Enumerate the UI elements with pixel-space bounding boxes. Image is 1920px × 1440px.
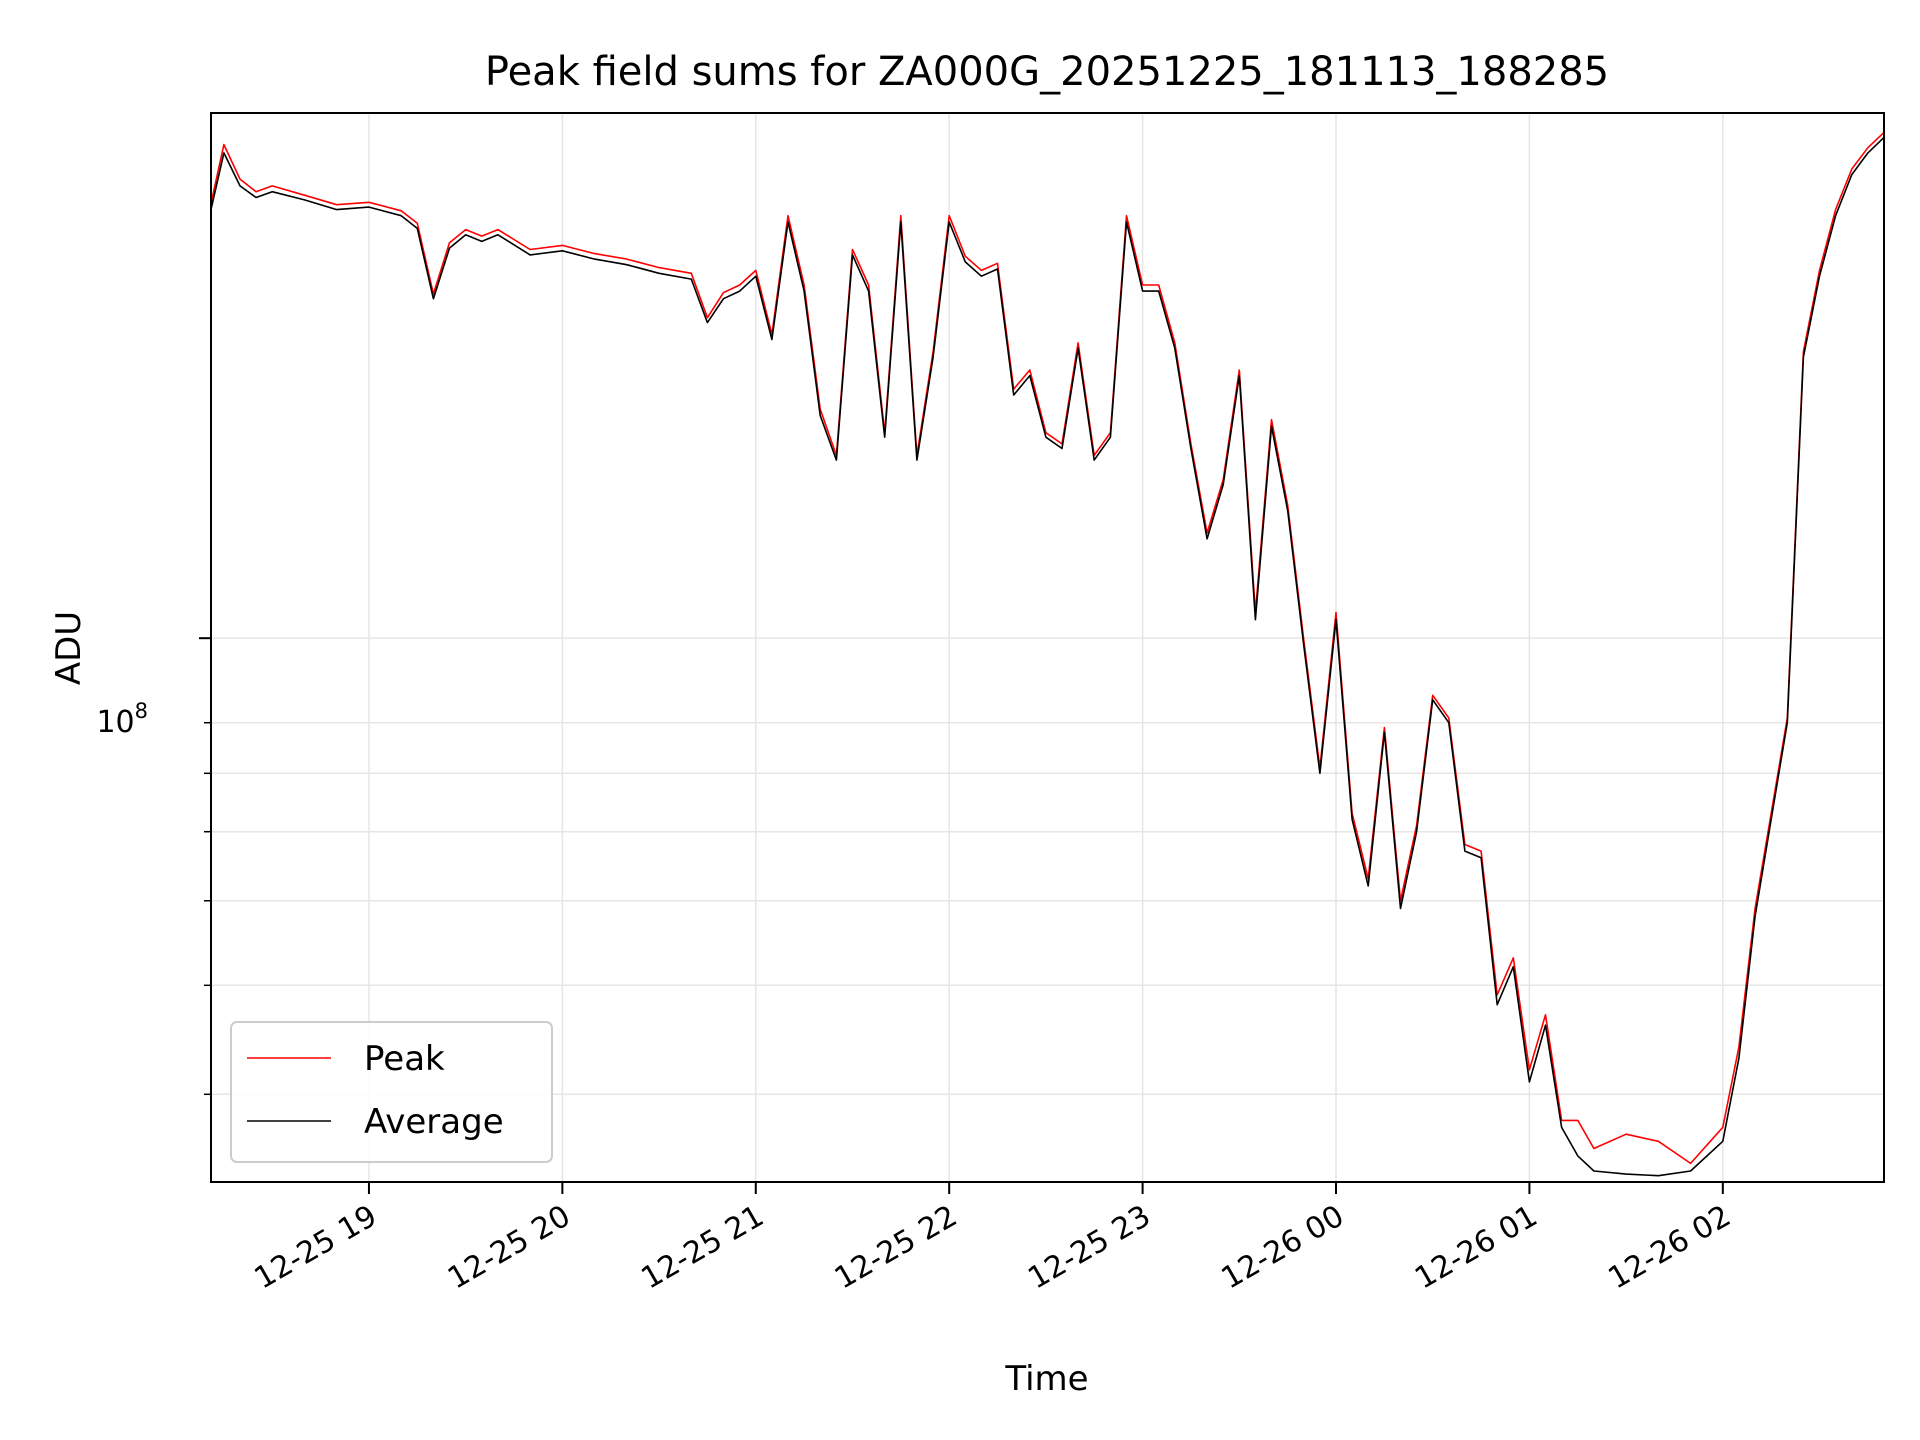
y-axis: 108 (96, 637, 211, 1096)
series-line-peak (210, 131, 1885, 1165)
x-tick-label: 12-25 20 (442, 1199, 576, 1297)
x-tick-label: 12-26 01 (1409, 1199, 1543, 1297)
x-tick-label: 12-25 19 (249, 1199, 383, 1297)
x-axis: 12-25 19 12-25 20 12-25 21 12-25 22 12-25 23… (249, 1182, 1737, 1296)
x-tick-label: 12-26 00 (1216, 1199, 1350, 1297)
x-tick-label: 12-25 22 (829, 1199, 963, 1297)
y-axis-title: ADU (49, 611, 89, 685)
x-tick-label: 12-25 21 (635, 1199, 769, 1297)
chart-title: Peak field sums for ZA000G_20251225_1811… (485, 49, 1609, 95)
y-tick-label-major: 108 (96, 699, 148, 740)
legend: Peak Average (230, 1021, 553, 1163)
y-tick-exponent: 8 (135, 699, 148, 723)
legend-label-peak: Peak (364, 1039, 445, 1079)
series-lines (210, 131, 1885, 1177)
x-tick-label: 12-26 02 (1603, 1199, 1737, 1297)
legend-label-average: Average (364, 1102, 504, 1142)
y-tick-base: 10 (96, 705, 134, 740)
legend-box (230, 1021, 553, 1163)
series-line-average (210, 136, 1885, 1177)
plot-frame (210, 112, 1885, 1183)
grid-lines (211, 113, 1884, 1182)
x-tick-label: 12-25 23 (1022, 1199, 1156, 1297)
x-axis-title: Time (1004, 1359, 1088, 1399)
